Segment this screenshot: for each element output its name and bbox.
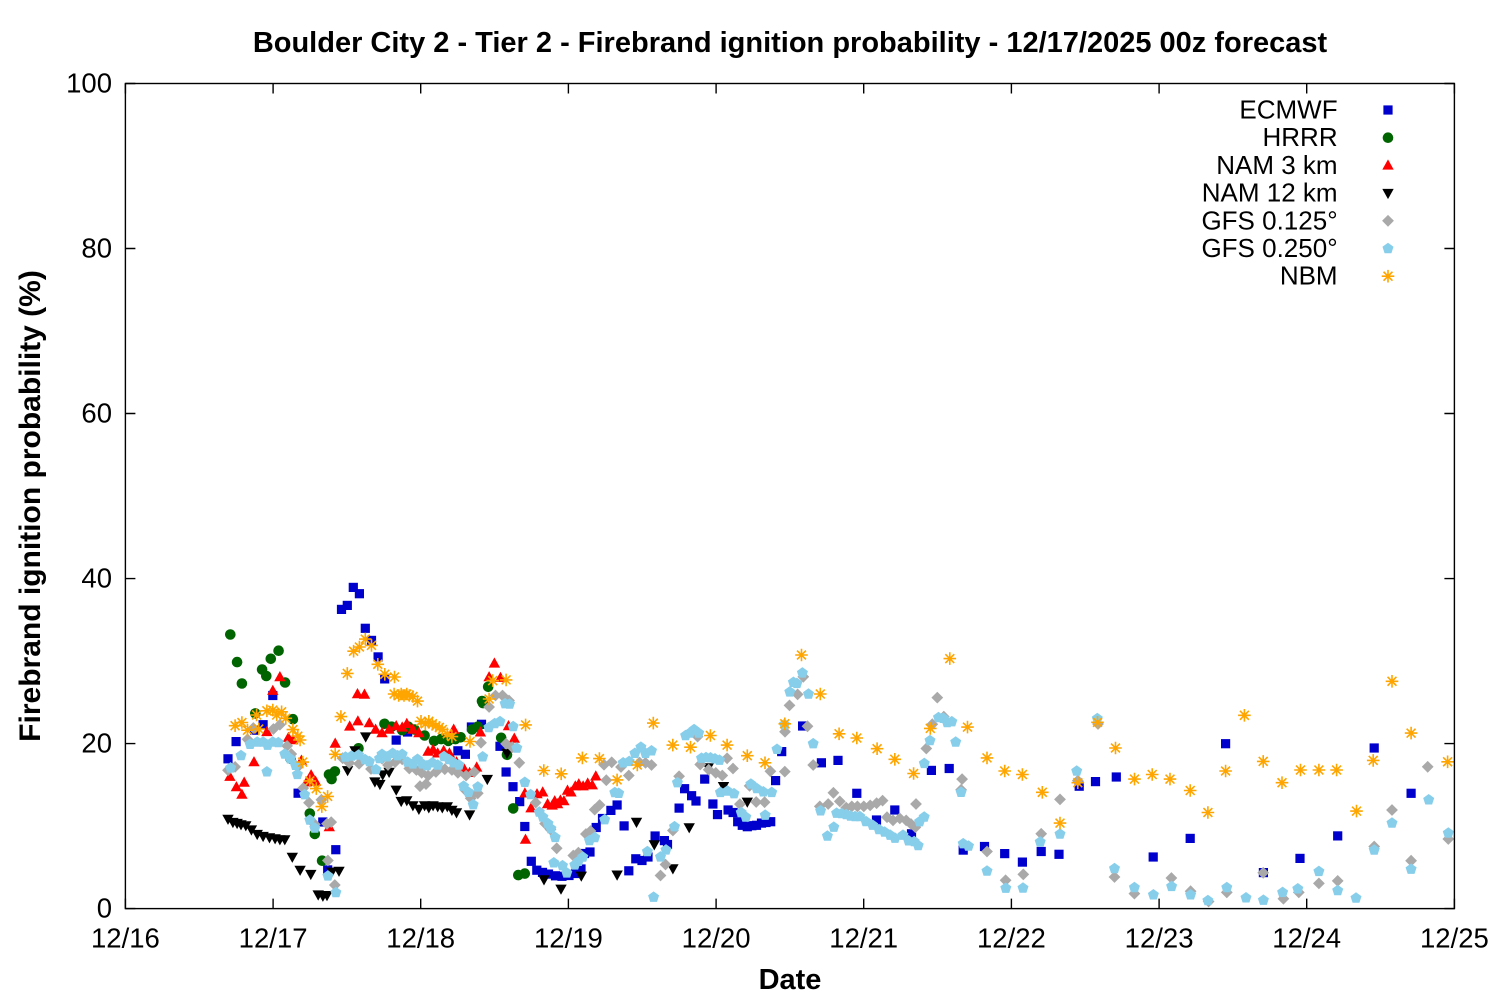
svg-text:Boulder City 2 - Tier 2 - Fire: Boulder City 2 - Tier 2 - Firebrand igni… [253, 27, 1328, 59]
svg-text:12/21: 12/21 [829, 923, 898, 954]
svg-text:40: 40 [81, 563, 112, 594]
svg-text:Date: Date [759, 964, 822, 996]
svg-text:HRRR: HRRR [1262, 122, 1337, 152]
svg-text:GFS 0.125°: GFS 0.125° [1201, 205, 1337, 235]
svg-text:100: 100 [66, 68, 112, 99]
svg-text:12/22: 12/22 [977, 923, 1046, 954]
svg-text:12/19: 12/19 [534, 923, 603, 954]
svg-text:NAM 3 km: NAM 3 km [1216, 150, 1337, 180]
svg-text:Firebrand ignition probability: Firebrand ignition probability (%) [14, 270, 47, 742]
svg-text:0: 0 [97, 893, 112, 924]
svg-text:12/16: 12/16 [91, 923, 160, 954]
svg-text:12/20: 12/20 [682, 923, 751, 954]
svg-text:12/25: 12/25 [1420, 923, 1489, 954]
svg-text:12/18: 12/18 [386, 923, 455, 954]
svg-text:NAM 12 km: NAM 12 km [1202, 178, 1338, 208]
svg-text:12/23: 12/23 [1125, 923, 1194, 954]
svg-text:12/17: 12/17 [239, 923, 308, 954]
svg-text:GFS 0.250°: GFS 0.250° [1201, 233, 1337, 263]
svg-text:20: 20 [81, 728, 112, 759]
svg-text:NBM: NBM [1280, 261, 1338, 291]
svg-text:12/24: 12/24 [1272, 923, 1341, 954]
svg-text:ECMWF: ECMWF [1239, 95, 1337, 125]
svg-text:60: 60 [81, 398, 112, 429]
svg-text:80: 80 [81, 233, 112, 264]
